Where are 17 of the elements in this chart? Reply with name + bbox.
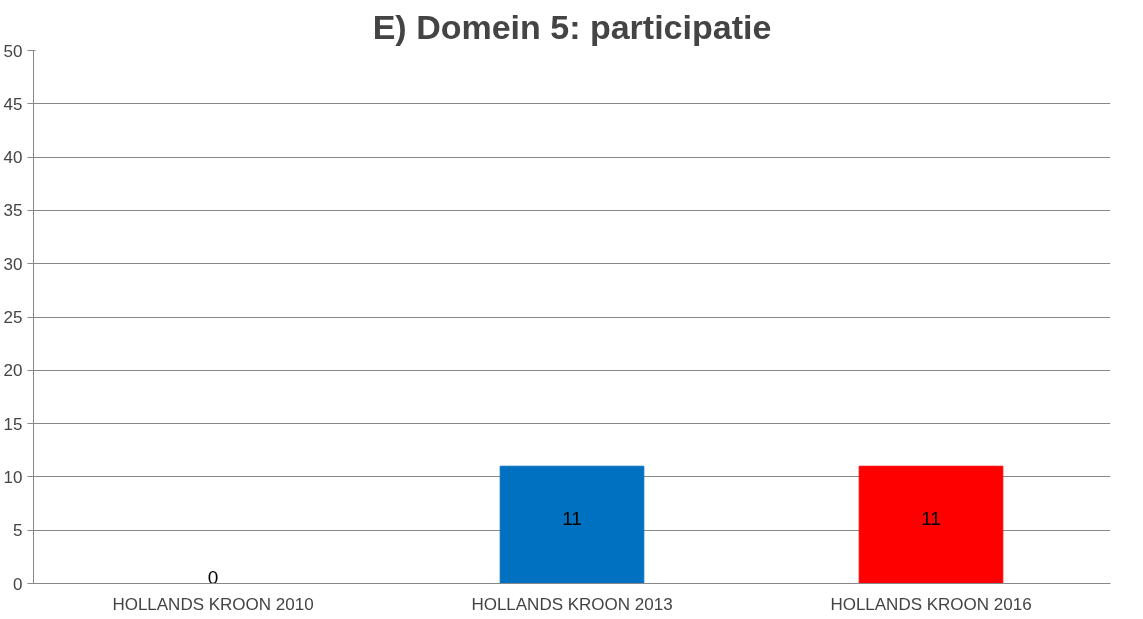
y-tick-label: 20: [3, 361, 23, 381]
y-tick-label: 0: [13, 574, 23, 594]
data-label: 11: [562, 507, 582, 529]
y-tick-label: 15: [3, 414, 23, 434]
y-tick-label: 25: [3, 308, 23, 327]
y-tick-label: 45: [3, 94, 23, 114]
y-tick-label: 40: [3, 148, 23, 168]
x-tick-label: HOLLANDS KROON 2013: [471, 594, 673, 614]
y-tick-label: 50: [3, 41, 23, 61]
y-tick-label: 10: [3, 467, 23, 487]
y-tick-label: 35: [3, 201, 23, 221]
data-label: 11: [921, 507, 941, 529]
x-tick-label: HOLLANDS KROON 2010: [112, 594, 314, 614]
chart-title: E) Domein 5: participatie: [372, 7, 772, 46]
x-tick-label: HOLLANDS KROON 2016: [830, 594, 1032, 614]
y-tick-label: 30: [3, 254, 23, 274]
y-tick-label: 5: [13, 521, 23, 541]
